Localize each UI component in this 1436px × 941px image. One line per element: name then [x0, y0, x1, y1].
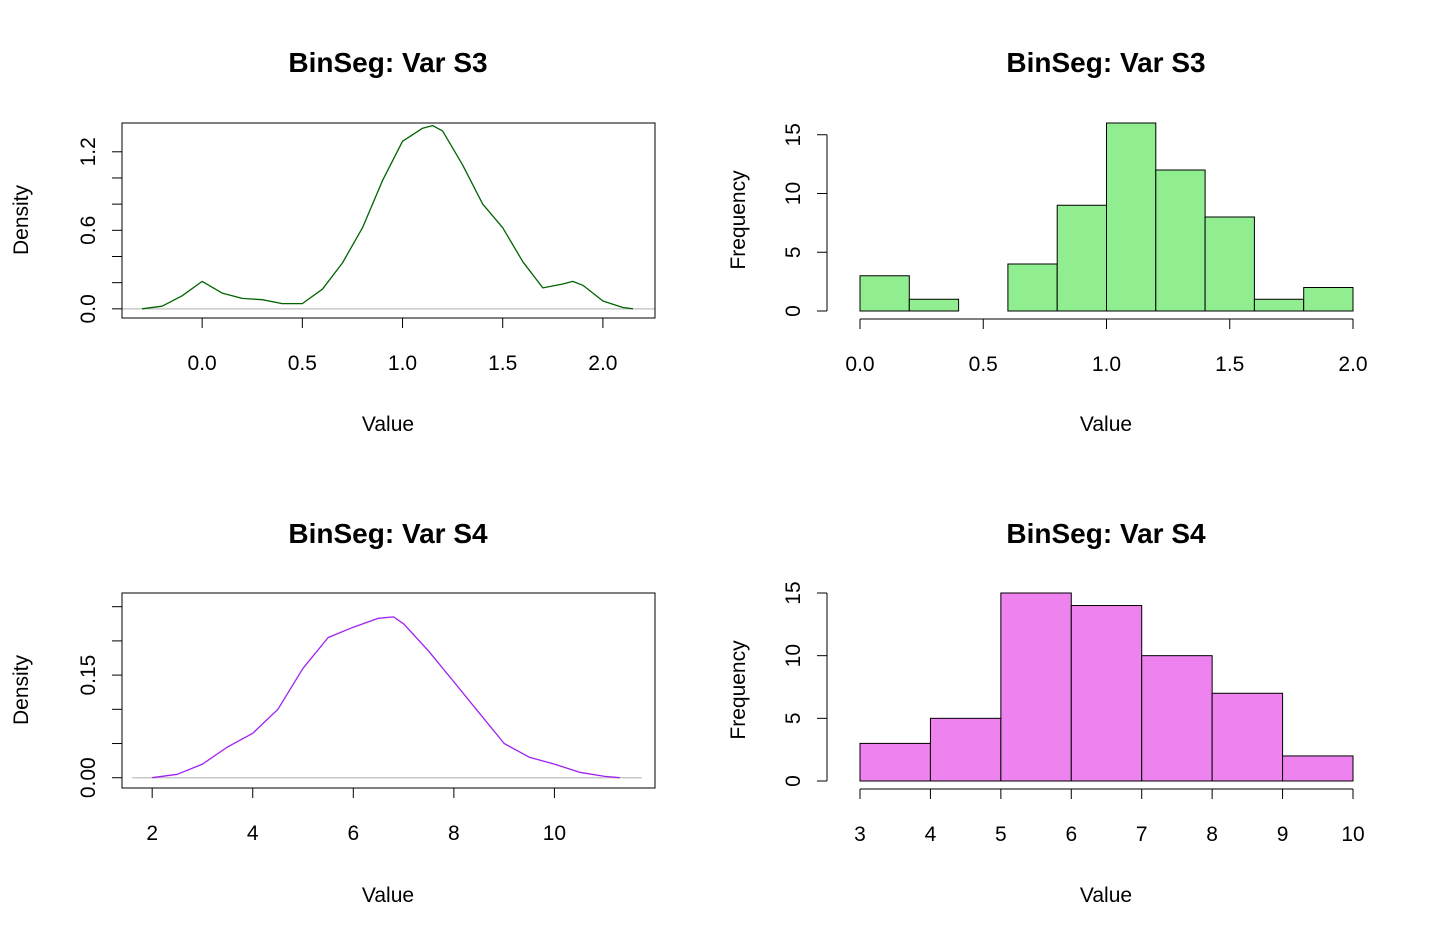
density-curve: [152, 616, 620, 779]
plot-frame: [121, 592, 656, 789]
x-tick-label: 4: [925, 823, 937, 846]
x-tick-label: 2: [146, 822, 158, 845]
histogram-bar: [1056, 204, 1107, 312]
y-tick-label: 0: [782, 305, 805, 317]
y-axis-label: Density: [10, 184, 33, 255]
x-tick-label: 3: [854, 823, 866, 846]
chart-title: BinSeg: Var S3: [288, 47, 487, 78]
density-plot-s3: BinSeg: Var S3 Value Density 0.0 0.6 1.2 0.…: [10, 47, 656, 436]
histogram-s4: BinSeg: Var S4 Value Frequency 0 5 10 15 3 4 5…: [727, 518, 1365, 907]
histogram-bar: [929, 717, 1002, 782]
y-tick-label: 0.15: [77, 655, 100, 696]
x-tick-label: 1.0: [388, 352, 417, 375]
x-tick-label: 6: [347, 822, 359, 845]
x-axis-label: Value: [1080, 884, 1132, 907]
x-tick-label: 2.0: [1338, 353, 1367, 376]
histogram-bar: [859, 742, 931, 782]
y-tick-label: 0: [782, 775, 805, 787]
x-tick-label: 7: [1136, 823, 1148, 846]
histogram-bar: [1000, 592, 1072, 782]
histogram-bar: [1155, 169, 1206, 312]
histogram-bar: [1007, 263, 1058, 312]
histogram-bar: [908, 298, 960, 312]
x-tick-label: 6: [1065, 823, 1077, 846]
x-tick-label: 0.5: [288, 352, 317, 375]
x-tick-label: 1.0: [1092, 353, 1121, 376]
chart-title: BinSeg: Var S4: [1006, 518, 1206, 549]
histogram-bar: [1070, 605, 1143, 782]
plot-frame: [121, 122, 656, 319]
x-tick-label: 2.0: [588, 352, 617, 375]
x-tick-label: 8: [1206, 823, 1218, 846]
density-plot-s4: BinSeg: Var S4 Value Density 0.00 0.15 2 4 6…: [10, 518, 656, 907]
x-tick-label: 0.0: [845, 353, 874, 376]
x-tick-label: 10: [1341, 823, 1364, 846]
y-tick-label: 0.0: [77, 294, 100, 323]
histogram-bar: [1282, 755, 1354, 782]
y-tick-label: 10: [782, 182, 805, 205]
histogram-bar: [1211, 692, 1284, 782]
y-axis-label: Density: [10, 654, 33, 725]
x-tick-label: 0.5: [969, 353, 998, 376]
y-axis-label: Frequency: [727, 640, 750, 740]
x-tick-label: 0.0: [188, 352, 217, 375]
y-tick-label: 15: [782, 123, 805, 146]
x-tick-label: 9: [1277, 823, 1289, 846]
x-axis-label: Value: [362, 884, 414, 907]
y-tick-label: 0.6: [77, 216, 100, 245]
histogram-bar: [1141, 655, 1213, 782]
density-curve: [141, 124, 634, 310]
chart-title: BinSeg: Var S3: [1006, 47, 1205, 78]
histogram-bar: [1303, 287, 1354, 312]
y-tick-label: 5: [782, 712, 805, 724]
histogram-bar: [1106, 122, 1157, 312]
x-tick-label: 10: [543, 822, 566, 845]
chart-title: BinSeg: Var S4: [288, 518, 488, 549]
histogram-s3: BinSeg: Var S3 Value Frequency 0 5 10 15 0.0…: [727, 47, 1368, 436]
x-tick-label: 4: [247, 822, 259, 845]
y-axis-label: Frequency: [727, 170, 750, 270]
x-tick-label: 8: [448, 822, 460, 845]
y-tick-label: 0.00: [77, 757, 100, 798]
y-tick-label: 10: [782, 644, 805, 667]
histogram-bar: [1204, 216, 1255, 312]
x-tick-label: 1.5: [1215, 353, 1244, 376]
x-axis-label: Value: [362, 413, 414, 436]
x-tick-label: 1.5: [488, 352, 517, 375]
y-tick-label: 1.2: [77, 137, 100, 166]
x-axis-label: Value: [1080, 413, 1132, 436]
histogram-bar: [859, 275, 910, 312]
y-tick-label: 15: [782, 581, 805, 604]
y-tick-label: 5: [782, 246, 805, 258]
x-tick-label: 5: [995, 823, 1007, 846]
histogram-bar: [1253, 298, 1305, 312]
